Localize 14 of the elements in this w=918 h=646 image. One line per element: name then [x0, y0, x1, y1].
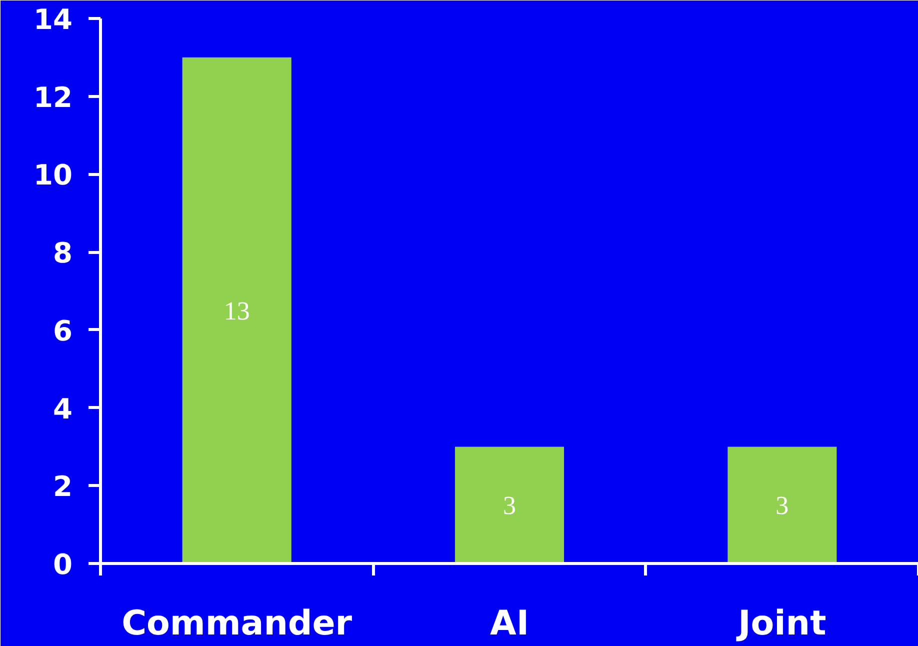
- y-tick-label: 2: [53, 470, 72, 504]
- y-tick-label: 14: [34, 3, 73, 36]
- data-label: 13: [224, 296, 250, 326]
- y-tick-label: 6: [53, 314, 72, 348]
- y-tick-label: 12: [34, 80, 73, 114]
- y-tick-label: 0: [53, 548, 72, 581]
- x-tick-label: AI: [490, 604, 529, 644]
- x-tick-label: Commander: [122, 604, 352, 644]
- data-label: 3: [503, 491, 516, 520]
- y-tick-label: 8: [53, 236, 72, 270]
- data-label: 3: [776, 491, 789, 520]
- y-tick-label: 10: [34, 158, 73, 192]
- x-tick-label: Joint: [736, 604, 826, 644]
- y-tick-label: 4: [53, 392, 72, 426]
